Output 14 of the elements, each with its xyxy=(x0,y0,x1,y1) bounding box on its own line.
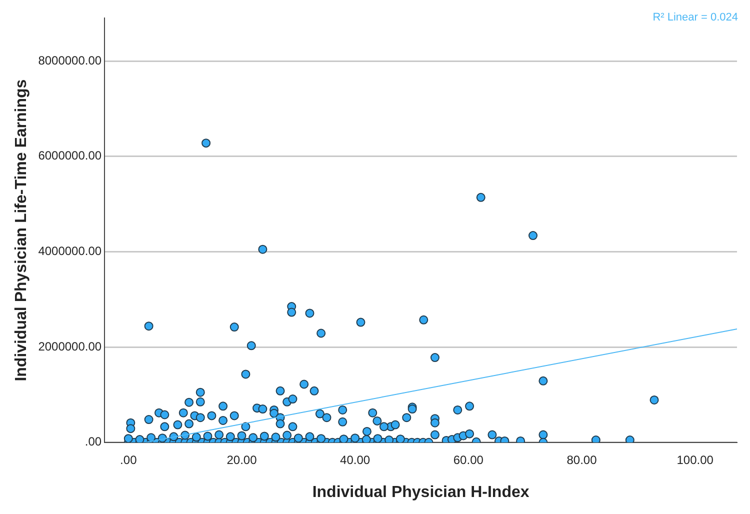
x-tick-label: 100.00 xyxy=(676,452,714,467)
x-axis-title: Individual Physician H-Index xyxy=(312,484,530,501)
y-tick-label: 2000000.00 xyxy=(38,339,102,354)
x-tick-label: 60.00 xyxy=(453,452,484,467)
y-axis-title: Individual Physician Life-Time Earnings xyxy=(13,79,30,382)
x-tick-label: 40.00 xyxy=(340,452,370,467)
y-tick-label: 8000000.00 xyxy=(38,53,102,68)
y-tick-label: .00 xyxy=(84,434,102,449)
annotation: R² Linear = 0.024 xyxy=(652,12,738,24)
x-tick-label: .00 xyxy=(120,452,138,467)
x-tick-label: 20.00 xyxy=(226,452,258,467)
y-tick-label: 6000000.00 xyxy=(38,148,102,163)
x-tick-label: 80.00 xyxy=(566,452,598,467)
y-tick-label: 4000000.00 xyxy=(38,244,102,258)
